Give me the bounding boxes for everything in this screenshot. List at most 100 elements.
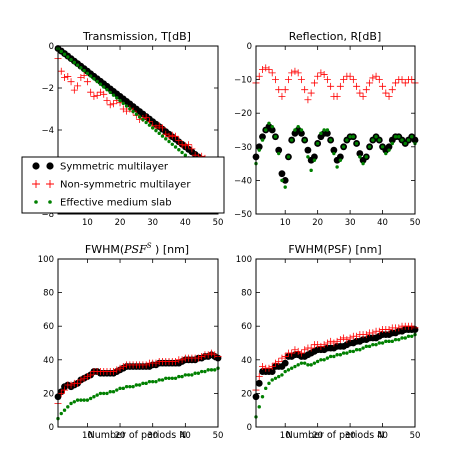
data-point (302, 138, 307, 142)
data-point (369, 74, 377, 82)
data-point (165, 132, 173, 140)
data-point (281, 177, 289, 184)
data-point (69, 57, 73, 62)
data-point (384, 339, 388, 344)
fwhm-psf-ticks: 10 20 30 40 50 0 20 40 60 80 100 (236, 255, 421, 441)
data-point (328, 138, 333, 142)
data-point (108, 90, 112, 95)
data-point (312, 361, 317, 365)
data-point (83, 373, 91, 381)
data-point (291, 67, 299, 75)
data-point (323, 339, 331, 347)
data-point (307, 344, 315, 352)
data-point (286, 155, 291, 159)
data-point (273, 135, 278, 139)
data-point (353, 82, 361, 90)
data-point (330, 146, 338, 154)
data-point (325, 128, 330, 132)
data-point (57, 67, 65, 75)
data-point (325, 356, 330, 360)
data-point (312, 158, 317, 162)
data-point (275, 86, 283, 94)
data-point (77, 376, 85, 384)
data-point (400, 336, 404, 340)
data-point (87, 371, 95, 379)
data-point (280, 373, 284, 377)
data-point (410, 334, 414, 338)
y-tick-label: 100 (38, 255, 54, 265)
y-tick-label: 80 (43, 289, 54, 299)
data-point (306, 155, 310, 159)
data-point (160, 134, 165, 138)
data-point (164, 376, 168, 380)
x-tick-label: 20 (115, 218, 126, 228)
y-tick-label: −50 (234, 210, 252, 220)
data-point (267, 381, 271, 386)
data-point (384, 151, 388, 156)
x-tick-label: 50 (213, 431, 224, 441)
fwhm-psf-axes-frame (255, 258, 416, 428)
data-point (157, 378, 161, 382)
y-tick-label: 0 (247, 423, 252, 433)
data-point (154, 128, 158, 133)
data-point (328, 354, 333, 359)
reflection-marks (252, 64, 419, 189)
data-point (265, 66, 273, 74)
data-point (375, 76, 383, 84)
data-point (408, 76, 416, 84)
x-tick-label: 20 (312, 431, 323, 441)
data-point (265, 364, 273, 372)
data-point (67, 381, 75, 389)
data-point (301, 346, 309, 354)
data-point (183, 373, 188, 377)
legend-marker-nonsymmetric (32, 180, 54, 188)
data-point (385, 92, 393, 100)
data-point (278, 170, 286, 178)
data-point (275, 357, 283, 365)
reflection-ticks: 10 20 30 40 50 0 −10 −20 −30 −40 −50 (234, 42, 420, 228)
data-point (92, 77, 96, 81)
data-point (142, 361, 150, 369)
data-point (351, 135, 356, 139)
data-point (366, 79, 374, 87)
data-point (59, 49, 63, 54)
data-point (356, 150, 364, 157)
data-point (306, 363, 310, 367)
data-point (92, 395, 96, 399)
data-point (82, 398, 86, 402)
data-point (74, 379, 82, 387)
data-point (317, 342, 325, 350)
x-tick-label: 40 (180, 431, 191, 441)
data-point (333, 92, 341, 100)
data-point (385, 326, 393, 334)
data-point (294, 69, 302, 77)
data-point (356, 89, 364, 97)
data-point (341, 145, 346, 149)
data-point (296, 363, 300, 367)
data-point (385, 143, 393, 151)
data-point (369, 329, 377, 337)
data-point (346, 334, 354, 342)
fwhm-psfs-ticks: 10 20 30 40 50 0 20 40 60 80 100 (38, 255, 224, 441)
data-point (340, 334, 348, 342)
series-0 (54, 351, 222, 401)
fwhm-psfs-marks (54, 349, 222, 421)
data-point (408, 322, 416, 330)
data-point (281, 359, 289, 367)
data-point (332, 151, 336, 156)
data-point (262, 64, 270, 72)
data-point (335, 353, 339, 357)
x-tick-label: 30 (147, 431, 158, 441)
fwhm-psf-panel: FWHM(PSF) [nm] 10 20 30 40 50 0 20 40 60 80 100 Nu… (236, 243, 421, 441)
data-point (160, 378, 165, 382)
y-tick-label: 40 (43, 356, 54, 366)
data-point (75, 398, 80, 402)
data-point (296, 124, 300, 129)
data-point (273, 376, 278, 380)
data-point (374, 342, 378, 347)
data-point (158, 124, 166, 132)
legend-marker-symmetric-2 (46, 162, 54, 170)
data-point (304, 146, 312, 154)
x-tick-label: 10 (82, 431, 93, 441)
data-point (323, 76, 331, 84)
